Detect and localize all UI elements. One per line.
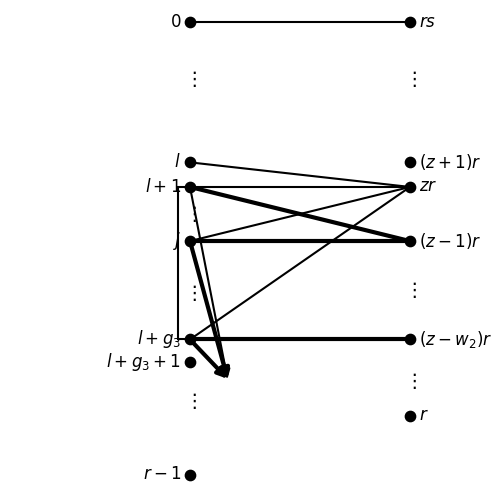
Point — [186, 183, 194, 191]
Text: $l+g_3+1$: $l+g_3+1$ — [106, 351, 181, 372]
Text: $rs$: $rs$ — [419, 14, 436, 31]
Point — [186, 237, 194, 245]
Text: $\vdots$: $\vdots$ — [184, 204, 196, 224]
Text: $j$: $j$ — [172, 230, 181, 252]
Text: $\vdots$: $\vdots$ — [404, 69, 416, 89]
Point — [406, 183, 414, 191]
Text: $r$: $r$ — [419, 407, 428, 424]
Point — [186, 158, 194, 166]
Text: $l+g_3$: $l+g_3$ — [137, 329, 181, 350]
Text: $\vdots$: $\vdots$ — [404, 371, 416, 391]
Text: $\vdots$: $\vdots$ — [184, 283, 196, 303]
Point — [186, 336, 194, 343]
Text: $zr$: $zr$ — [419, 179, 438, 195]
Text: $l$: $l$ — [174, 154, 181, 171]
Text: $\vdots$: $\vdots$ — [404, 280, 416, 300]
Point — [406, 18, 414, 26]
Text: $\vdots$: $\vdots$ — [184, 391, 196, 411]
Point — [406, 158, 414, 166]
Text: $\vdots$: $\vdots$ — [184, 69, 196, 89]
Point — [406, 237, 414, 245]
Text: $(z-w_2)r$: $(z-w_2)r$ — [419, 329, 492, 350]
Text: $(z+1)r$: $(z+1)r$ — [419, 153, 482, 172]
Text: $r-1$: $r-1$ — [142, 466, 181, 483]
Point — [186, 358, 194, 366]
Point — [406, 412, 414, 420]
Text: $0$: $0$ — [170, 14, 181, 31]
Point — [186, 471, 194, 479]
Point — [406, 336, 414, 343]
Text: $l+1$: $l+1$ — [145, 178, 181, 196]
Point — [186, 18, 194, 26]
Text: $(z-1)r$: $(z-1)r$ — [419, 231, 482, 251]
